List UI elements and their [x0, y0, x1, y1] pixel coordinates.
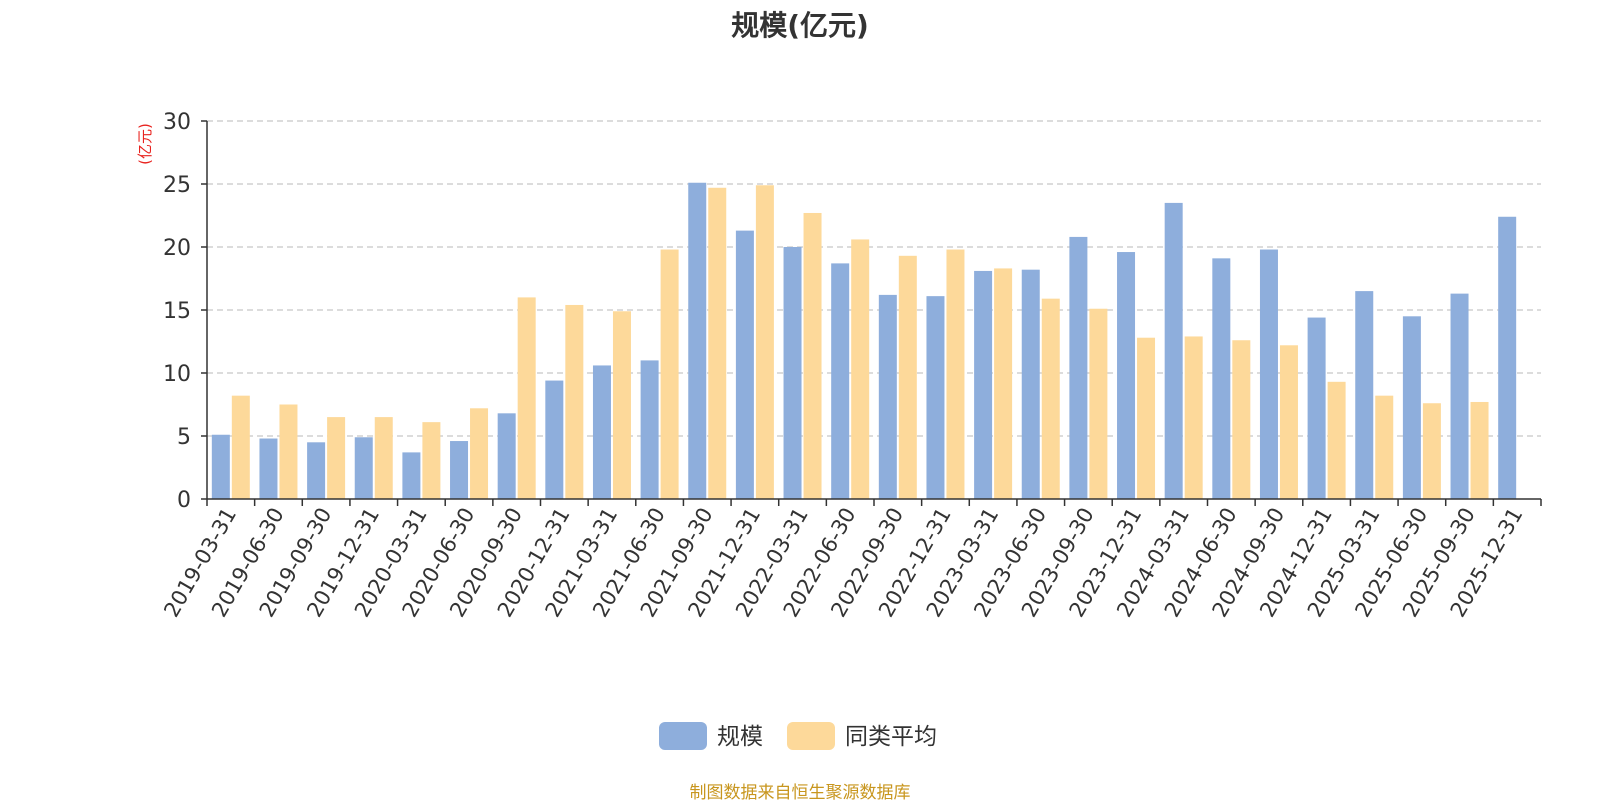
bar-scale	[450, 441, 469, 499]
source-note: 制图数据来自恒生聚源数据库	[689, 783, 911, 803]
bar-scale	[1259, 249, 1278, 499]
bar-scale	[592, 365, 611, 499]
y-tick-label: 5	[177, 425, 191, 450]
bar-scale	[1164, 202, 1183, 499]
legend-item-scale[interactable]: 规模	[659, 722, 763, 750]
bar-peer-average	[898, 255, 917, 499]
bar-peer-average	[1422, 403, 1441, 499]
legend-swatch	[787, 722, 835, 750]
bar-peer-average	[1470, 401, 1489, 499]
bar-scale	[783, 247, 802, 499]
legend-swatch	[659, 722, 707, 750]
bar-scale	[688, 182, 707, 500]
y-axis-label: (亿元)	[136, 123, 154, 165]
bar-scale	[878, 294, 897, 499]
bar-scale	[640, 360, 659, 499]
bar-scale	[211, 434, 230, 499]
legend-label: 同类平均	[845, 724, 937, 750]
bar-peer-average	[422, 422, 441, 499]
bar-peer-average	[565, 304, 584, 499]
bar-scale	[1069, 236, 1088, 500]
bar-peer-average	[231, 395, 250, 499]
bar-scale	[1498, 216, 1517, 499]
y-tick-label: 30	[163, 110, 191, 135]
bar-peer-average	[994, 268, 1013, 499]
bar-peer-average	[660, 249, 679, 499]
bar-scale	[1307, 317, 1326, 499]
bar-scale	[259, 438, 278, 499]
bar-scale	[1402, 316, 1421, 499]
bar-peer-average	[803, 212, 822, 500]
legend-item-peer-average[interactable]: 同类平均	[787, 722, 937, 750]
axis-layer: 0510152025302019-03-312019-06-302019-09-…	[159, 110, 1542, 621]
y-tick-label: 20	[163, 236, 191, 261]
bar-scale	[545, 380, 564, 499]
bar-peer-average	[1375, 395, 1394, 499]
bar-peer-average	[327, 417, 346, 499]
bar-scale	[1117, 252, 1136, 499]
bar-scale	[926, 296, 945, 499]
legend: 规模 同类平均	[659, 722, 937, 750]
bar-scale	[974, 270, 993, 499]
bar-peer-average	[708, 187, 727, 499]
bar-peer-average	[1327, 381, 1346, 499]
bar-scale	[354, 437, 373, 499]
y-tick-label: 15	[163, 299, 191, 324]
y-tick-label: 25	[163, 173, 191, 198]
y-tick-label: 10	[163, 362, 191, 387]
bar-scale	[831, 263, 850, 499]
bar-scale	[402, 452, 421, 499]
bar-scale	[1355, 291, 1374, 499]
bar-scale	[307, 442, 326, 499]
bar-peer-average	[1041, 298, 1060, 499]
bar-peer-average	[279, 404, 298, 499]
bar-peer-average	[1279, 345, 1298, 499]
bars-layer	[211, 182, 1517, 500]
bar-peer-average	[517, 297, 536, 499]
chart-title: 规模(亿元)	[731, 9, 869, 42]
bar-peer-average	[851, 239, 870, 499]
bar-peer-average	[470, 408, 489, 499]
bar-scale	[497, 413, 516, 499]
bar-scale	[1450, 293, 1469, 499]
bar-peer-average	[946, 249, 965, 499]
bar-peer-average	[755, 185, 774, 499]
bar-peer-average	[1089, 308, 1108, 499]
bar-peer-average	[612, 311, 631, 499]
y-tick-label: 0	[177, 488, 191, 513]
bar-peer-average	[374, 417, 393, 499]
bar-scale	[735, 230, 754, 499]
bar-peer-average	[1137, 337, 1156, 499]
bar-peer-average	[1232, 340, 1251, 499]
bar-peer-average	[1184, 336, 1203, 499]
legend-label: 规模	[717, 724, 763, 750]
bar-scale	[1212, 258, 1231, 499]
bar-scale	[1021, 269, 1040, 499]
